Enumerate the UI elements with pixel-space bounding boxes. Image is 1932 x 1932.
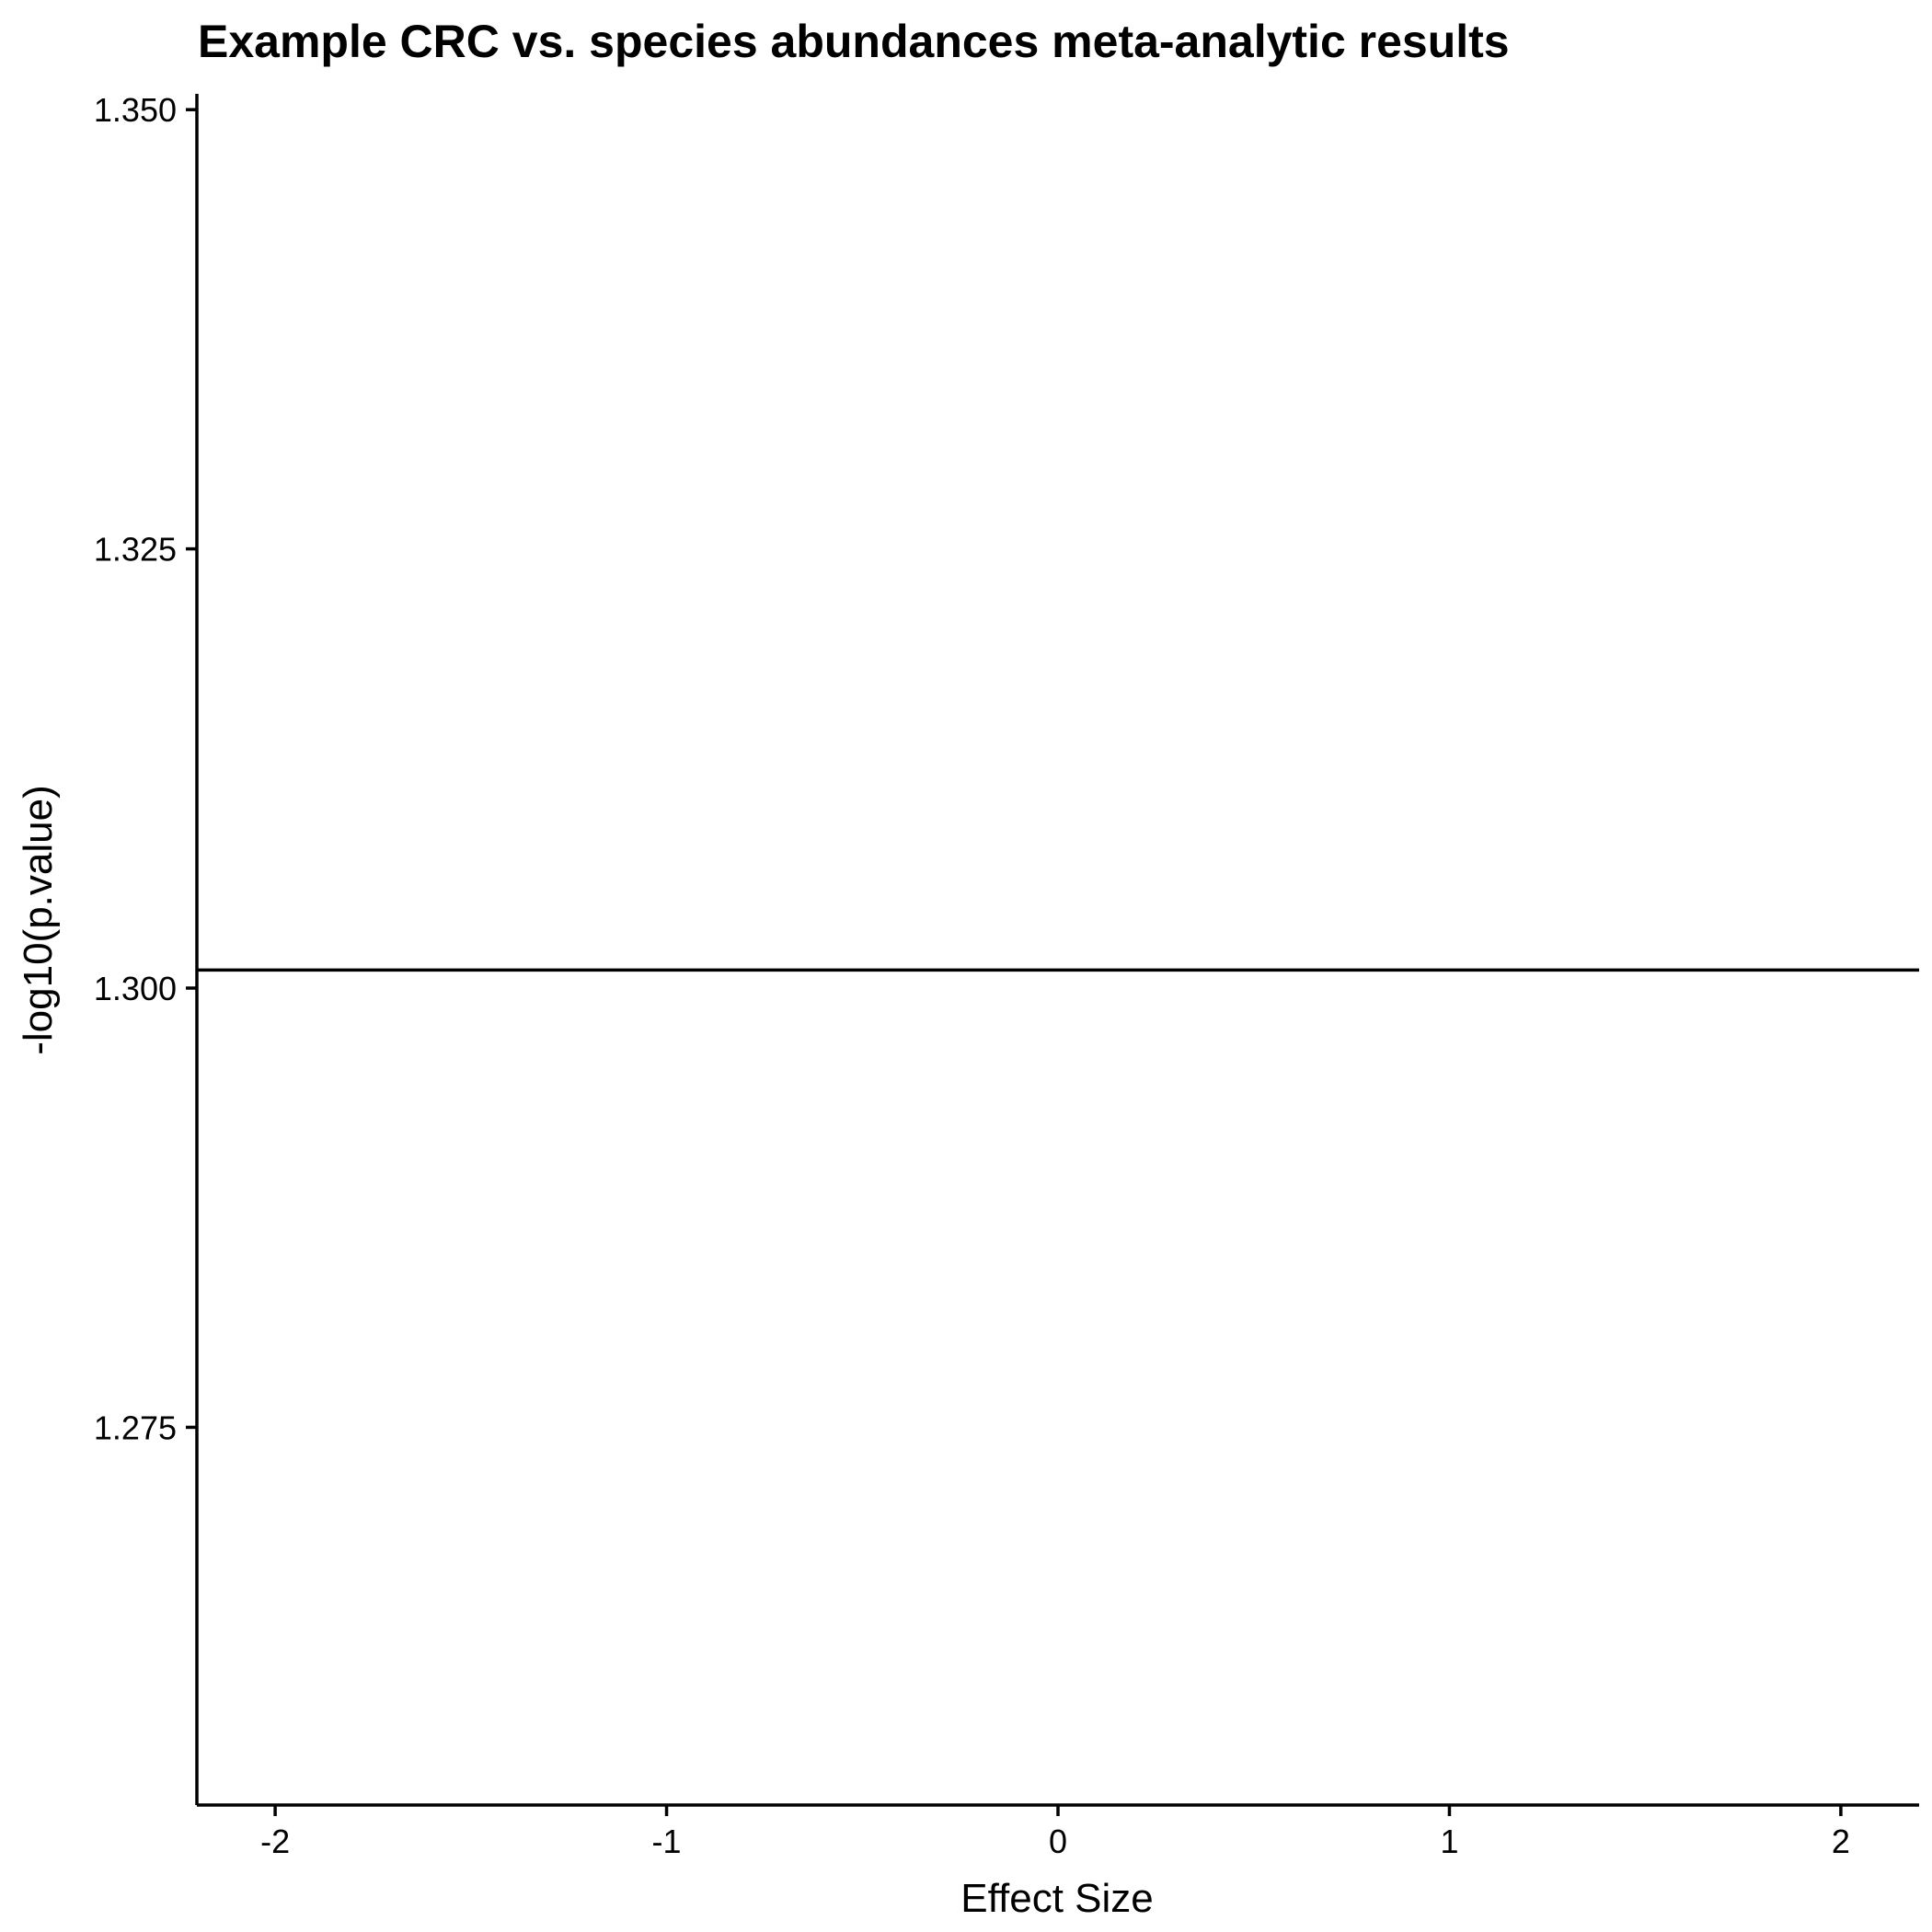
y-tick-label: 1.325 <box>94 531 177 569</box>
x-tick-label: 0 <box>1049 1823 1067 1860</box>
x-tick-label: -1 <box>652 1823 682 1860</box>
chart-title: Example CRC vs. species abundances meta-… <box>198 16 1510 67</box>
y-tick-label: 1.275 <box>94 1409 177 1446</box>
x-tick-label: 1 <box>1440 1823 1458 1860</box>
x-tick-label: -2 <box>260 1823 290 1860</box>
y-tick-label: 1.350 <box>94 91 177 129</box>
y-axis-title: -log10(p.value) <box>16 785 61 1055</box>
x-axis-ticks: -2 -1 0 1 2 <box>260 1805 1850 1860</box>
y-axis-ticks: 1.275 1.300 1.325 1.350 <box>94 91 197 1446</box>
y-tick-label: 1.300 <box>94 970 177 1007</box>
x-tick-label: 2 <box>1832 1823 1850 1860</box>
x-axis-title: Effect Size <box>960 1876 1154 1921</box>
